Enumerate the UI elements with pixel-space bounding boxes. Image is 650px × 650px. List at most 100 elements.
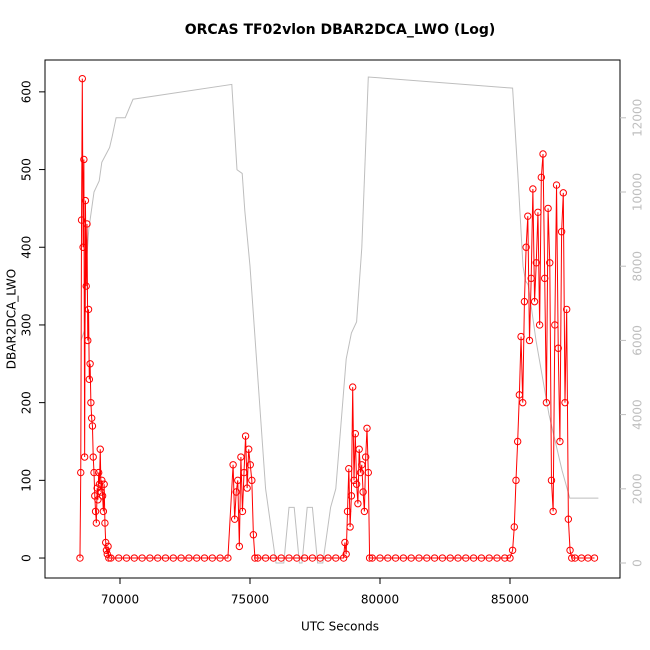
data-point [240,468,248,477]
data-point [115,554,123,562]
data-point [462,554,470,562]
data-point [96,445,104,453]
data-point [352,480,361,488]
data-point [93,484,101,492]
data-point [556,437,564,446]
data-point [520,297,529,306]
data-point [529,185,537,193]
data-point [269,554,278,562]
series-line [80,76,599,564]
data-point [79,243,87,251]
data-point [547,476,556,485]
data-point [552,181,561,189]
data-point [105,554,113,562]
data-point [104,542,112,551]
data-point [391,554,400,562]
data-point [238,507,247,516]
data-point [316,554,324,562]
data-point [101,519,109,527]
data-point [293,554,301,562]
data-point [517,332,525,341]
y2-tick-label: 12000 [631,99,645,137]
data-point [216,554,224,562]
data-point [229,461,237,469]
data-point [347,492,356,500]
data-point [541,274,549,283]
data-point [245,445,253,453]
data-point [544,204,552,213]
data-point [454,554,462,562]
data-point [365,554,374,562]
data-point [446,554,454,562]
data-point [510,523,518,531]
data-point [154,554,162,562]
data-point [130,554,139,562]
data-point [84,305,93,314]
data-point [77,468,85,477]
data-point [237,453,245,461]
y2-tick-label: 10000 [631,173,645,211]
data-point [343,507,352,516]
data-point [261,554,270,562]
data-point [78,74,87,83]
data-point [185,554,193,562]
data-point [346,523,354,531]
y-tick-label: 100 [20,469,34,492]
data-point [546,259,554,267]
y2-tick-label: 4000 [631,399,645,430]
data-point [146,554,154,562]
data-point [100,480,108,488]
data-point [351,430,360,438]
data-point [564,515,573,523]
data-point [525,336,534,345]
data-point [539,150,547,158]
data-point [277,554,285,562]
plot-frame [44,59,621,579]
y-tick-label: 0 [20,554,34,562]
data-point [362,453,370,461]
data-point [77,216,86,224]
data-point [349,383,357,391]
data-point [363,424,371,432]
data-point [138,554,146,562]
data-point [423,554,431,562]
data-point [243,484,251,492]
data-point [549,507,557,516]
data-point [501,554,509,562]
data-point [90,468,98,477]
data-point [359,488,367,496]
y-tick-label: 400 [20,236,34,259]
data-point [193,554,201,562]
data-point [169,554,178,562]
data-point [161,554,170,562]
y-tick-label: 500 [20,158,34,181]
data-point [469,554,478,562]
data-point [341,538,349,547]
data-point [485,554,493,562]
data-point [235,542,244,551]
data-point [82,282,90,290]
data-point [249,531,258,539]
x-axis-label: UTC Seconds [301,620,379,634]
data-point [554,344,562,352]
data-point [430,554,439,562]
data-point [358,461,366,469]
data-point [559,189,567,197]
data-point [506,554,514,562]
data-point [513,437,522,446]
data-point [87,414,96,422]
data-point [542,398,551,407]
data-point [102,546,111,554]
data-point [308,554,317,562]
data-point [537,173,546,182]
data-point [95,480,104,488]
data-point [177,554,185,562]
y-tick-label: 600 [20,80,34,103]
data-point [251,554,259,562]
data-point [530,297,539,306]
x-tick-label: 75000 [231,593,269,607]
data-point [354,499,362,508]
y-tick-label: 200 [20,391,34,414]
